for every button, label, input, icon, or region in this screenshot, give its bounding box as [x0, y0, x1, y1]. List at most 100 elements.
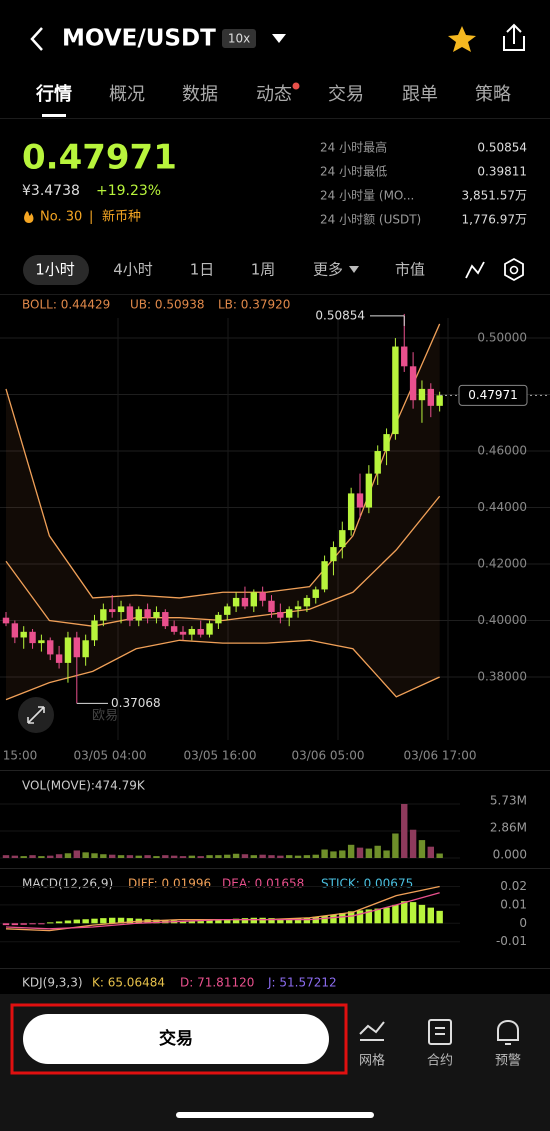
pair-dropdown[interactable]	[272, 34, 286, 43]
volume-bar	[100, 854, 107, 858]
candle-body	[215, 614, 222, 624]
favorite-star[interactable]	[448, 26, 476, 52]
alert-icon[interactable]	[497, 1020, 519, 1045]
divider	[0, 770, 550, 771]
tab[interactable]: 策略	[475, 84, 511, 105]
tab[interactable]: 行情	[35, 83, 72, 105]
candle-body	[250, 592, 257, 607]
macd-bar	[241, 918, 249, 924]
volume-bar	[365, 848, 373, 858]
interval[interactable]: 1日	[190, 261, 215, 279]
volume-bar	[286, 855, 293, 858]
volume-bar	[418, 840, 426, 858]
candle-body	[179, 631, 187, 635]
candle-body	[126, 606, 134, 621]
candle-body	[11, 623, 19, 638]
x-tick-label: 15:00	[3, 749, 38, 763]
volume-bar	[135, 855, 142, 858]
interval[interactable]: 更多	[313, 261, 343, 279]
settings-icon[interactable]	[504, 257, 524, 282]
candle-body	[241, 597, 249, 607]
volume-bar	[188, 855, 196, 858]
nav-label[interactable]: 合约	[427, 1054, 453, 1069]
tab[interactable]: 数据	[182, 84, 218, 105]
stat-value: 0.50854	[477, 141, 527, 155]
stat-label: 24 小时最低	[320, 165, 387, 179]
contract-icon[interactable]	[428, 1019, 452, 1045]
candle-body	[365, 473, 373, 508]
x-tick-label: 03/06 17:00	[404, 749, 477, 763]
candle-body	[374, 451, 381, 474]
last-price-tag-label: 0.47971	[468, 388, 518, 402]
nav-label[interactable]: 预警	[495, 1053, 521, 1069]
volume-bar	[241, 854, 249, 858]
macd-bar	[2, 923, 10, 926]
volume-bar	[20, 856, 27, 858]
interval[interactable]: 1周	[251, 261, 276, 279]
y-tick-label: 0.38000	[477, 670, 527, 684]
volume-bar	[339, 850, 346, 858]
macd-bar	[436, 910, 443, 924]
macd-dea: DEA: 0.01658	[222, 877, 304, 891]
candle-body	[418, 388, 426, 401]
candle-body	[162, 612, 169, 627]
macd-bar	[286, 918, 293, 924]
volume-bar	[162, 855, 169, 858]
last-price-tag	[458, 384, 528, 406]
volume-bar	[197, 856, 204, 858]
x-tick-label: 03/05 16:00	[184, 749, 257, 763]
candle-body	[356, 493, 364, 508]
volume-bar	[356, 847, 364, 858]
candle-body	[436, 395, 443, 406]
interval[interactable]: 1小时	[35, 261, 75, 279]
tab[interactable]: 动态	[256, 84, 292, 105]
grid-icon[interactable]	[359, 1021, 385, 1041]
candle-body	[321, 561, 328, 590]
volume-bar	[224, 854, 231, 858]
candle-body	[55, 654, 63, 663]
volume-bar	[153, 856, 160, 858]
macd-bar	[347, 911, 355, 924]
volume-bar	[347, 844, 355, 858]
candle-body	[170, 626, 178, 632]
macd-bar	[188, 921, 196, 924]
macd-bar	[153, 919, 160, 924]
macd-bar	[109, 917, 116, 924]
leverage: 10x	[228, 32, 250, 46]
macd-bar	[224, 919, 231, 924]
volume-bar	[109, 854, 116, 858]
candle-body	[135, 609, 142, 621]
volume-bar	[117, 855, 125, 858]
volume-bar	[73, 850, 80, 858]
candle-body	[38, 640, 45, 644]
tab[interactable]: 跟单	[402, 84, 438, 105]
indicator-icon[interactable]	[465, 261, 485, 279]
macd-bar	[409, 902, 417, 924]
macd-bar	[73, 919, 80, 924]
macd-bar	[268, 918, 275, 924]
trade-button[interactable]	[23, 1014, 329, 1064]
candle-body	[427, 388, 434, 406]
volume-bar	[294, 855, 302, 858]
candle-body	[153, 612, 160, 618]
candle-body	[268, 600, 275, 613]
macd-bar	[339, 913, 346, 924]
macd-bar	[38, 923, 45, 925]
tab[interactable]: 交易	[328, 84, 364, 105]
macd-bar	[91, 918, 98, 924]
interval-dropdown	[349, 266, 359, 273]
share-button[interactable]	[503, 23, 525, 51]
interval[interactable]: 市值	[395, 261, 425, 279]
tab[interactable]: 概况	[109, 84, 145, 105]
macd-bar	[392, 904, 399, 924]
y-tick-label: 5.73M	[490, 794, 527, 808]
nav-label[interactable]: 网格	[359, 1053, 385, 1069]
back-button[interactable]	[30, 27, 43, 51]
candle-body	[339, 530, 346, 548]
macd-bar	[215, 919, 222, 924]
candle-body	[232, 597, 240, 607]
volume-bar	[64, 853, 72, 858]
contract-icon-lines	[435, 1027, 445, 1035]
interval[interactable]: 4小时	[113, 261, 153, 279]
cny-price: ¥3.4738	[22, 183, 80, 199]
